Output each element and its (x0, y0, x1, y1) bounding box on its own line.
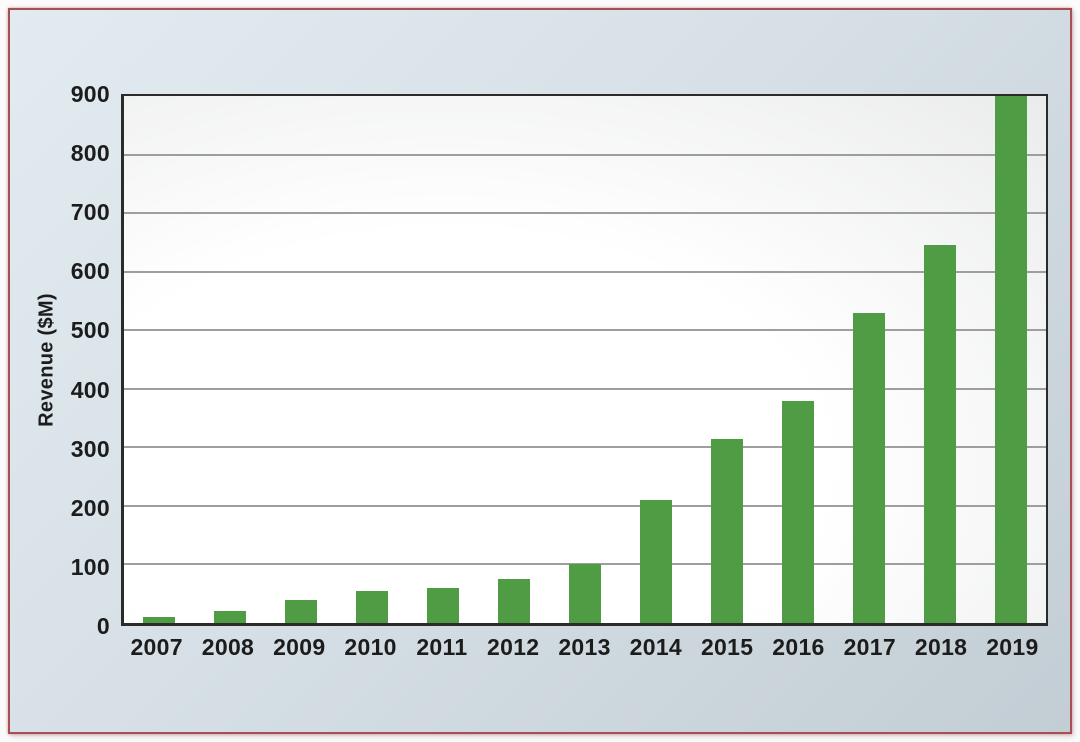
y-tick-label-800: 800 (70, 140, 110, 167)
bar-2008 (214, 611, 247, 623)
gridline-400 (124, 387, 1046, 390)
x-tick-label-2014: 2014 (629, 634, 683, 660)
bar-slot-2008 (195, 96, 266, 623)
gridline-600 (124, 270, 1046, 273)
y-tick-label-0: 0 (96, 613, 110, 639)
gridline-500 (124, 329, 1046, 332)
y-tick-label-500: 500 (70, 317, 110, 344)
bar-2013 (568, 564, 601, 623)
x-tick-label-2016: 2016 (772, 634, 825, 660)
bar-2015 (710, 438, 743, 623)
gridline-300 (124, 446, 1046, 449)
x-tick-label-2007: 2007 (130, 634, 183, 660)
bar-slot-2015 (691, 96, 762, 623)
gridline-700 (124, 212, 1046, 215)
bar-slot-2018 (904, 96, 975, 623)
x-tick-label-2008: 2008 (201, 634, 255, 660)
y-tick-label-600: 600 (70, 258, 110, 285)
bar-2010 (356, 590, 389, 623)
bar-2019 (994, 96, 1027, 623)
x-tick-label-2017: 2017 (843, 634, 896, 660)
gridline-800 (124, 153, 1046, 156)
bar-2017 (852, 312, 885, 623)
bar-2018 (923, 245, 956, 623)
x-tick-label-2009: 2009 (273, 634, 326, 660)
y-tick-label-900: 900 (70, 81, 110, 107)
bars (124, 96, 1046, 623)
bar-slot-2016 (762, 96, 833, 623)
x-axis-tick-labels: 2007 2008 2009 2010 2011 2012 2013 2014 2015 2016… (121, 634, 1048, 662)
bar-2011 (427, 587, 460, 623)
bar-2009 (285, 599, 318, 623)
x-tick-label-2013: 2013 (558, 634, 611, 660)
bar-2012 (498, 579, 531, 623)
bar-2007 (143, 617, 176, 623)
bar-slot-2011 (408, 96, 479, 623)
y-tick-label-200: 200 (70, 494, 110, 521)
plot-area (121, 94, 1048, 626)
x-tick-label-2012: 2012 (487, 634, 540, 660)
bar-slot-2012 (479, 96, 550, 623)
bar-slot-2013 (550, 96, 621, 623)
bar-slot-2007 (124, 96, 195, 623)
bar-slot-2010 (337, 96, 408, 623)
x-tick-label-2015: 2015 (700, 634, 754, 660)
bar-2014 (639, 500, 672, 623)
y-axis-title: Revenue ($M) (35, 293, 58, 427)
bar-slot-2009 (266, 96, 337, 623)
y-tick-label-300: 300 (70, 435, 110, 462)
bar-slot-2014 (620, 96, 691, 623)
y-tick-label-700: 700 (70, 199, 110, 226)
bar-2016 (781, 400, 814, 623)
y-tick-label-400: 400 (70, 376, 110, 403)
x-tick-label-2010: 2010 (344, 634, 397, 660)
x-tick-label-2019: 2019 (986, 634, 1039, 660)
bar-slot-2019 (975, 96, 1046, 623)
gridline-200 (124, 504, 1046, 507)
y-tick-label-100: 100 (70, 553, 110, 580)
x-tick-label-2018: 2018 (914, 634, 968, 660)
bar-slot-2017 (833, 96, 904, 623)
x-tick-label-2011: 2011 (416, 634, 468, 660)
